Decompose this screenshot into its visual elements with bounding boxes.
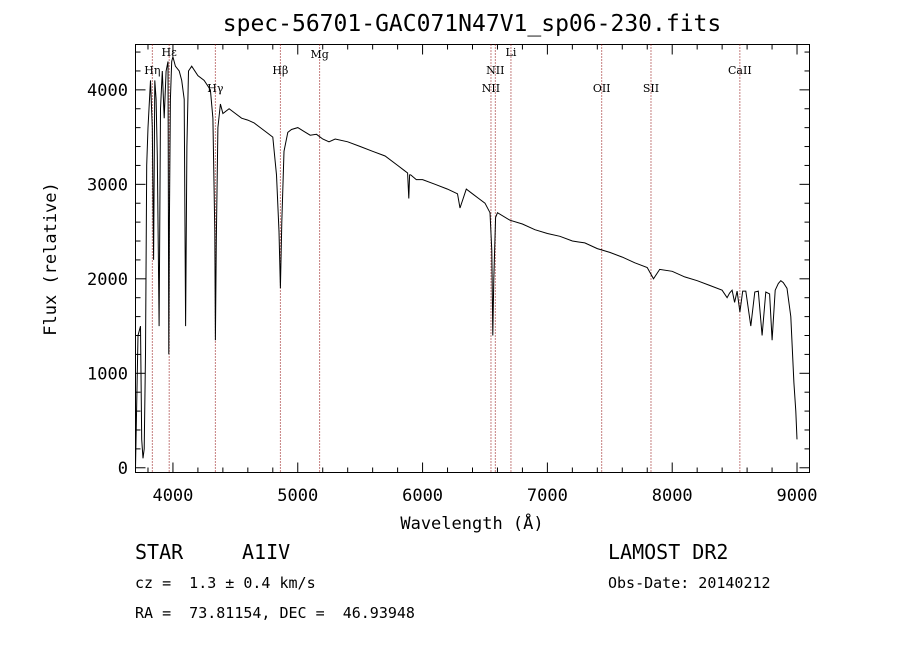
object-subclass: A1IV <box>242 540 291 564</box>
x-tick-label: 9000 <box>777 486 818 506</box>
spectral-line-label: Mg <box>310 48 328 61</box>
spectral-line-label: NII <box>482 82 500 95</box>
redshift-value: cz = 1.3 ± 0.4 km/s <box>135 574 316 592</box>
chart-title: spec-56701-GAC071N47V1_sp06-230.fits <box>223 11 722 37</box>
y-tick-label: 0 <box>118 459 128 479</box>
x-tick-label: 8000 <box>652 486 693 506</box>
spectral-line-label: Li <box>506 46 517 59</box>
x-axis-label: Wavelength (Å) <box>400 512 543 534</box>
x-tick-label: 7000 <box>527 486 568 506</box>
spectral-line-label: Hβ <box>272 64 288 77</box>
axis-ticks <box>135 44 810 473</box>
x-tick-label: 5000 <box>277 486 318 506</box>
survey-name: LAMOST DR2 <box>608 540 729 564</box>
axis-tick-labels: 4000 5000 6000 7000 8000 9000 0 1000 2000 3000 400… <box>87 81 817 506</box>
spectral-line-label: NII <box>486 64 504 77</box>
y-tick-label: 1000 <box>87 364 128 384</box>
observation-date: Obs-Date: 20140212 <box>608 574 771 592</box>
object-class: STAR <box>135 540 184 564</box>
y-tick-label: 3000 <box>87 175 128 195</box>
spectrum-line <box>135 54 798 468</box>
spectral-line-label: Hη <box>144 64 160 77</box>
spectral-line-label: Hε <box>162 46 178 59</box>
spectral-line-label: OII <box>593 82 611 95</box>
coordinates: RA = 73.81154, DEC = 46.93948 <box>135 604 415 622</box>
spectral-line-label: CaII <box>728 64 752 77</box>
y-tick-label: 2000 <box>87 270 128 290</box>
spectral-line-label: SII <box>643 82 659 95</box>
x-tick-label: 4000 <box>152 486 193 506</box>
spectral-line-label: Hγ <box>207 82 224 95</box>
y-tick-label: 4000 <box>87 81 128 101</box>
x-tick-label: 6000 <box>402 486 443 506</box>
plot-frame <box>135 44 810 473</box>
y-axis-label: Flux (relative) <box>41 182 61 336</box>
